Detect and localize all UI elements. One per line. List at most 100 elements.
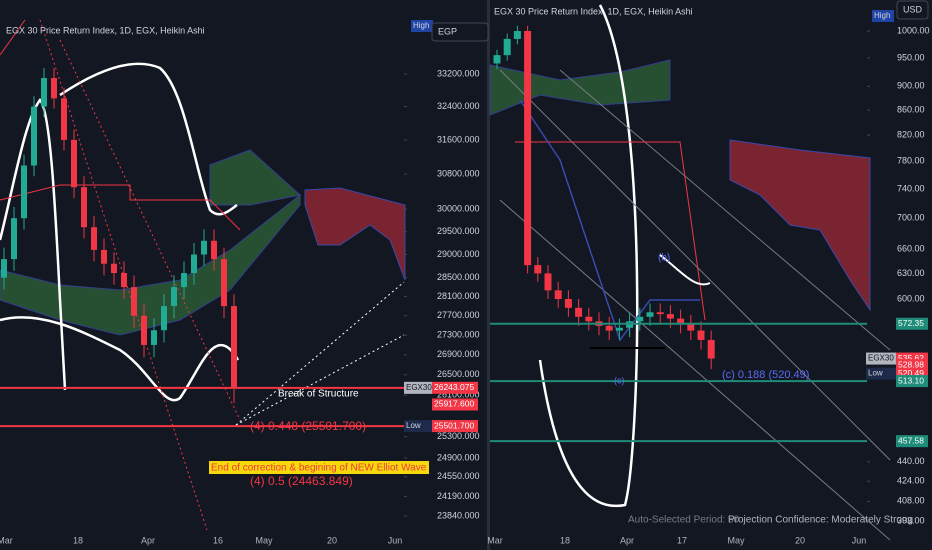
- price-box: [432, 398, 478, 411]
- candle-body: [534, 265, 542, 274]
- candle-body: [564, 299, 572, 308]
- price-name: EGX30: [868, 354, 894, 363]
- y-tick-label: 26100.000: [437, 389, 480, 399]
- badge: High: [874, 11, 890, 20]
- candle-body: [151, 330, 157, 345]
- price-label: 25917.600: [434, 399, 474, 409]
- price-label: 457.58: [898, 435, 924, 445]
- candle-body: [101, 249, 107, 264]
- annotation: End of correction & begining of NEW Elli…: [211, 463, 427, 474]
- trend-line: [0, 19, 26, 56]
- y-tick-label: 1000.00: [897, 25, 930, 35]
- y-tick-label: 780.00: [897, 156, 925, 166]
- panel-divider: [487, 0, 490, 550]
- candle-body: [524, 31, 532, 266]
- y-tick-label: 29000.000: [437, 249, 480, 259]
- candle-body: [687, 324, 695, 331]
- candle-body: [131, 287, 137, 316]
- candle-body: [677, 318, 685, 325]
- y-tick-label: 25300.000: [437, 431, 480, 441]
- price-box: [896, 317, 928, 330]
- band-line: [0, 98, 67, 391]
- chart-title: EGX 30 Price Return Index, 1D, EGX, Heik…: [494, 6, 693, 16]
- x-tick-label: 16: [213, 535, 223, 545]
- y-tick-label: 24900.000: [437, 452, 480, 462]
- candle-body: [1, 259, 7, 278]
- annotation: (c) 0.188 (520.49): [722, 369, 809, 381]
- base-line: [0, 184, 241, 231]
- x-tick-label: 18: [560, 535, 570, 545]
- y-tick-label: 32400.000: [437, 101, 480, 111]
- y-tick-label: 950.00: [897, 52, 925, 62]
- candle-body: [605, 325, 613, 331]
- note-box: [209, 461, 429, 474]
- cloud: [209, 149, 302, 206]
- annotation: (4) 0.5 (24463.849): [250, 474, 353, 488]
- annotation: Projection Confidence: Moderately Strong: [728, 515, 913, 526]
- candle-body: [51, 78, 57, 99]
- annotation: Auto-Selected Period: 50: [628, 515, 740, 526]
- price-name: Low: [406, 421, 421, 430]
- candle-body: [615, 327, 623, 331]
- y-tick-label: 740.00: [897, 183, 925, 193]
- y-tick-label: 24190.000: [437, 491, 480, 501]
- candle-body: [71, 139, 77, 188]
- band-line: [0, 316, 240, 402]
- price-box: [432, 420, 478, 433]
- candle-body: [513, 31, 521, 39]
- band-line: [59, 62, 238, 216]
- currency: EGP: [438, 26, 457, 36]
- projection-line: [235, 334, 405, 426]
- candle-body: [544, 273, 552, 291]
- x-tick-label: Mar: [0, 535, 13, 545]
- annotation: Break of Structure: [278, 389, 359, 400]
- badge: High: [413, 21, 429, 30]
- x-tick-label: Jun: [388, 535, 403, 545]
- x-tick-label: May: [255, 535, 273, 545]
- price-name-box: [866, 367, 896, 380]
- x-tick-label: 17: [677, 535, 687, 545]
- y-tick-label: 424.00: [897, 476, 925, 486]
- candle-body: [81, 187, 87, 228]
- price-label: 513.10: [898, 375, 924, 385]
- candle-body: [493, 55, 501, 64]
- candle-body: [503, 38, 511, 56]
- y-tick-label: 660.00: [897, 243, 925, 253]
- candle-body: [31, 106, 37, 166]
- price-name: EGX30: [406, 383, 432, 392]
- candle-body: [21, 165, 27, 219]
- price-name-box: [404, 381, 432, 394]
- price-box: [896, 375, 928, 388]
- candle-body: [585, 316, 593, 322]
- price-label: 25501.700: [434, 420, 474, 430]
- y-tick-label: 23840.000: [437, 510, 480, 520]
- y-tick-label: 408.00: [897, 496, 925, 506]
- y-tick-label: 29500.000: [437, 226, 480, 236]
- y-tick-label: 27700.000: [437, 310, 480, 320]
- candle-body: [201, 240, 207, 255]
- price-box: [432, 381, 478, 394]
- projection-line: [235, 281, 405, 426]
- candle-body: [191, 254, 197, 274]
- y-tick-label: 600.00: [897, 293, 925, 303]
- y-tick-label: 30800.000: [437, 169, 480, 179]
- candle-body: [11, 218, 17, 260]
- y-tick-label: 30000.000: [437, 204, 480, 214]
- candle-body: [666, 314, 674, 319]
- price-label: 26243.075: [434, 382, 474, 392]
- candle-body: [697, 330, 705, 340]
- price-label: 572.35: [898, 318, 924, 328]
- candle-body: [554, 290, 562, 300]
- projection-curve: [538, 4, 639, 508]
- y-tick-label: 28100.000: [437, 291, 480, 301]
- y-tick-label: 33200.000: [437, 68, 480, 78]
- candle-body: [181, 273, 187, 288]
- currency: USD: [903, 4, 923, 14]
- candle-body: [91, 227, 97, 250]
- right-indicators: [489, 4, 891, 541]
- candle-body: [171, 287, 177, 307]
- x-tick-label: 20: [327, 535, 337, 545]
- trend-line: [59, 39, 241, 421]
